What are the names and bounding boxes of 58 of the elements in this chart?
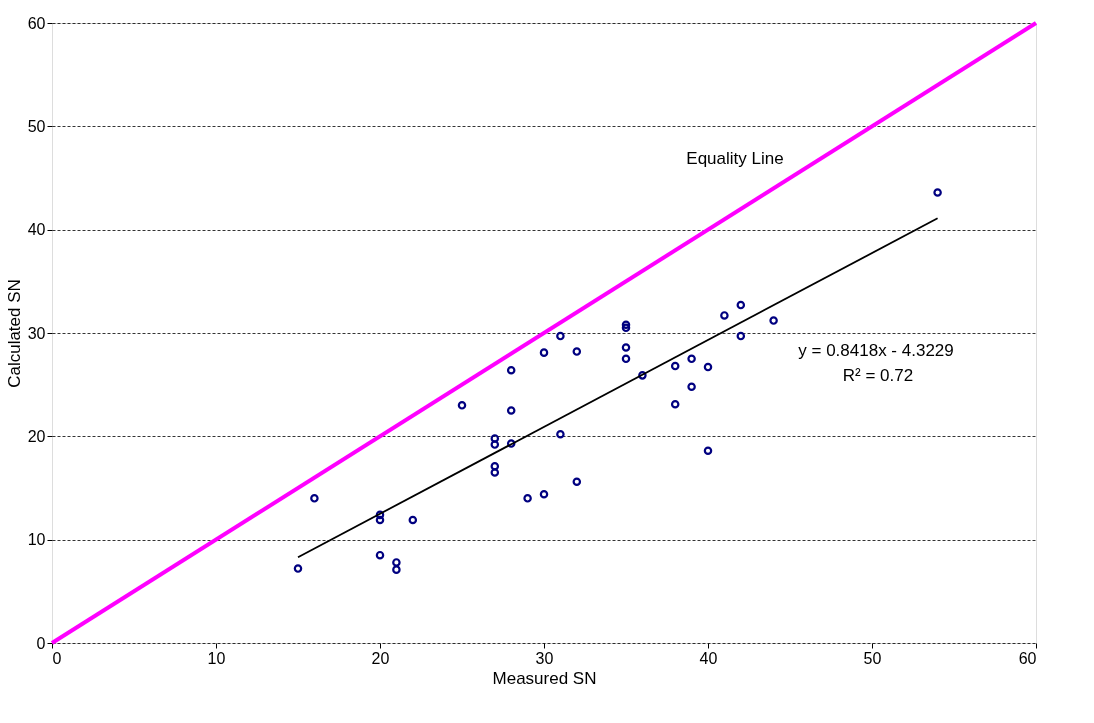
point <box>490 468 500 477</box>
point <box>392 558 401 567</box>
point <box>490 440 500 449</box>
x-tick-label: 30 <box>535 649 554 667</box>
point <box>556 430 565 439</box>
point <box>933 188 942 197</box>
annotation: R² = 0.72 <box>842 366 914 385</box>
point <box>310 494 319 503</box>
y-tick-label: 50 <box>27 117 46 135</box>
point <box>621 343 631 352</box>
point <box>539 348 549 357</box>
y-tick-label: 20 <box>27 427 46 445</box>
point <box>506 406 516 415</box>
point <box>670 361 680 371</box>
point <box>293 564 303 573</box>
point <box>638 371 647 380</box>
annotation: Equality Line <box>686 149 784 168</box>
point <box>703 362 713 372</box>
point <box>621 354 631 364</box>
point <box>392 565 401 574</box>
point <box>572 347 582 356</box>
point <box>523 494 532 503</box>
point <box>621 323 631 333</box>
point <box>769 316 778 325</box>
point <box>703 446 713 456</box>
x-tick-label: 20 <box>371 649 390 667</box>
point <box>375 515 385 525</box>
y-tick-label: 0 <box>36 634 46 652</box>
point <box>687 354 696 364</box>
point <box>490 434 500 443</box>
x-tick-label: 10 <box>207 649 226 667</box>
y-tick-label: 30 <box>27 324 46 342</box>
point <box>670 400 680 409</box>
point <box>687 382 696 391</box>
point <box>375 550 385 560</box>
y-tick-label: 60 <box>27 14 46 32</box>
point <box>457 401 467 410</box>
point <box>556 331 565 341</box>
point <box>572 477 582 487</box>
x-tick-label: 40 <box>699 649 718 667</box>
point <box>621 320 631 329</box>
point <box>375 510 385 520</box>
point <box>720 311 729 320</box>
y-tick-label: 40 <box>27 221 46 239</box>
x-tick-label: 60 <box>1018 649 1037 667</box>
point <box>506 439 516 448</box>
x-tick-label: 50 <box>863 649 882 667</box>
y-tick-label: 10 <box>27 531 46 549</box>
x-axis-title: Measured SN <box>492 668 597 688</box>
y-axis-title: Calculated SN <box>4 279 24 388</box>
point <box>408 515 418 525</box>
point <box>736 331 746 341</box>
point <box>506 365 516 375</box>
point <box>490 462 500 471</box>
annotation: y = 0.8418x - 4.3229 <box>798 341 954 360</box>
x-tick-label: 0 <box>52 649 62 667</box>
point <box>539 489 549 499</box>
point <box>736 300 746 310</box>
